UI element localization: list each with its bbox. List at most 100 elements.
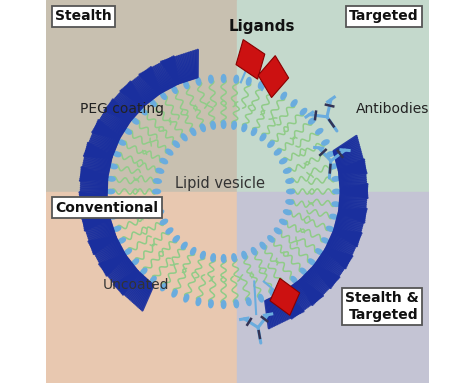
Bar (237, 192, 428, 383)
Ellipse shape (160, 283, 167, 291)
Ellipse shape (200, 123, 206, 132)
Text: Uncoated: Uncoated (103, 278, 169, 292)
Ellipse shape (326, 151, 335, 157)
Ellipse shape (109, 163, 118, 169)
Ellipse shape (231, 253, 237, 262)
Ellipse shape (140, 108, 147, 116)
Ellipse shape (246, 77, 252, 86)
Ellipse shape (241, 123, 247, 132)
Ellipse shape (124, 128, 132, 135)
Ellipse shape (200, 251, 206, 260)
Ellipse shape (173, 235, 180, 243)
Ellipse shape (112, 226, 121, 232)
Ellipse shape (269, 289, 276, 298)
Text: Stealth &
Targeted: Stealth & Targeted (345, 291, 419, 321)
Ellipse shape (326, 226, 335, 232)
Ellipse shape (258, 294, 264, 303)
Ellipse shape (183, 294, 190, 303)
Ellipse shape (251, 128, 257, 136)
Ellipse shape (321, 237, 330, 244)
Ellipse shape (155, 168, 164, 174)
Ellipse shape (329, 214, 338, 220)
Ellipse shape (173, 140, 180, 148)
Ellipse shape (208, 75, 214, 84)
Text: Targeted: Targeted (349, 9, 419, 23)
Ellipse shape (160, 158, 168, 164)
Ellipse shape (246, 297, 252, 306)
Ellipse shape (210, 121, 216, 130)
Ellipse shape (259, 242, 266, 250)
Text: Conventional: Conventional (55, 201, 158, 214)
Ellipse shape (221, 254, 227, 263)
Ellipse shape (171, 85, 178, 94)
Ellipse shape (107, 201, 116, 207)
Ellipse shape (195, 297, 201, 306)
Ellipse shape (315, 248, 323, 255)
Ellipse shape (315, 128, 323, 135)
Ellipse shape (269, 85, 276, 94)
Ellipse shape (273, 227, 282, 234)
Ellipse shape (152, 188, 161, 195)
Ellipse shape (221, 74, 227, 83)
Ellipse shape (241, 251, 247, 260)
Ellipse shape (118, 237, 126, 244)
Ellipse shape (280, 283, 287, 291)
Polygon shape (270, 278, 300, 315)
Ellipse shape (283, 209, 292, 215)
Ellipse shape (153, 178, 162, 184)
Polygon shape (236, 39, 265, 79)
Text: Stealth: Stealth (55, 9, 112, 23)
Ellipse shape (155, 209, 164, 215)
Ellipse shape (210, 253, 216, 262)
Ellipse shape (273, 149, 282, 156)
Ellipse shape (131, 258, 139, 266)
Ellipse shape (160, 92, 167, 100)
Text: PEG coating: PEG coating (80, 102, 164, 116)
Ellipse shape (331, 201, 340, 207)
Ellipse shape (233, 299, 239, 308)
Ellipse shape (283, 168, 292, 174)
Ellipse shape (285, 178, 294, 184)
Ellipse shape (124, 248, 132, 255)
Ellipse shape (291, 276, 298, 284)
Ellipse shape (221, 300, 227, 309)
Text: Antibodies: Antibodies (356, 102, 429, 116)
Ellipse shape (308, 258, 316, 266)
Ellipse shape (308, 117, 316, 125)
Ellipse shape (267, 140, 275, 148)
Text: Ligands: Ligands (228, 19, 295, 34)
Ellipse shape (267, 235, 275, 243)
Ellipse shape (190, 247, 197, 255)
Ellipse shape (221, 120, 227, 129)
Ellipse shape (285, 199, 294, 205)
Bar (46, 0, 237, 192)
Text: Lipid vesicle: Lipid vesicle (175, 176, 265, 192)
Ellipse shape (291, 99, 298, 107)
Ellipse shape (107, 176, 116, 182)
Ellipse shape (171, 289, 178, 298)
Bar (237, 0, 428, 192)
Ellipse shape (259, 133, 266, 141)
Ellipse shape (279, 158, 288, 164)
Ellipse shape (181, 242, 188, 250)
Ellipse shape (279, 219, 288, 225)
Ellipse shape (118, 139, 126, 146)
Bar (46, 192, 237, 383)
Ellipse shape (300, 267, 307, 275)
Ellipse shape (329, 163, 338, 169)
Ellipse shape (149, 276, 157, 284)
Polygon shape (258, 56, 289, 98)
Ellipse shape (231, 121, 237, 130)
Ellipse shape (140, 267, 147, 275)
Ellipse shape (165, 227, 173, 234)
Ellipse shape (233, 75, 239, 84)
Ellipse shape (181, 133, 188, 141)
Ellipse shape (332, 188, 341, 195)
Ellipse shape (331, 176, 340, 182)
Ellipse shape (131, 117, 139, 125)
Ellipse shape (112, 151, 121, 157)
Ellipse shape (106, 188, 115, 195)
Ellipse shape (300, 108, 307, 116)
Ellipse shape (190, 128, 197, 136)
Ellipse shape (208, 299, 214, 308)
